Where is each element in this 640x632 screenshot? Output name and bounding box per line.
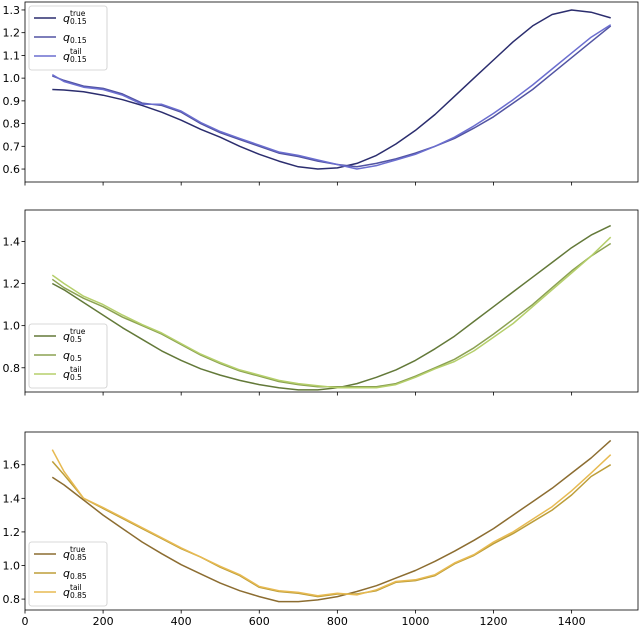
- subplot-2: 0.8 1.0 1.2 1.4 q0.5true q0.5 q0.5tail: [3, 209, 639, 396]
- legend-label: q0.85true: [63, 545, 87, 562]
- y-tick-label: 1.0: [3, 320, 21, 333]
- legend-box: [28, 541, 108, 607]
- y-tick-label: 1.0: [3, 72, 21, 85]
- y-tick-label: 1.2: [3, 526, 21, 539]
- legend-box: [28, 323, 108, 389]
- y-tick-label: 0.8: [3, 593, 21, 606]
- x-tick-label: 1000: [401, 615, 429, 628]
- y-tick-label: 1.2: [3, 278, 21, 291]
- x-tick-label: 200: [93, 615, 114, 628]
- legend-label: q0.15true: [63, 9, 87, 26]
- legend-label: q0.5true: [63, 327, 86, 344]
- legend-box: [28, 5, 108, 71]
- series-line-q_tail_0.85: [51, 449, 612, 597]
- series-line-q_0.5: [51, 242, 612, 388]
- x-tick-label: 1400: [558, 615, 586, 628]
- y-tick-label: 1.3: [3, 4, 21, 17]
- y-tick-label: 1.0: [3, 560, 21, 573]
- series-line-q_0.15: [52, 25, 612, 168]
- legend-label: q0.85tail: [63, 583, 87, 600]
- series-line-q_0.85: [51, 460, 612, 598]
- x-tick-label: 400: [171, 615, 192, 628]
- y-tick-label: 0.8: [3, 362, 21, 375]
- legend-label: q0.85: [63, 567, 87, 581]
- subplot-3: 0.8 1.0 1.2 1.4 1.6 0 200 400 600 800 1000 1200 1400…: [3, 431, 639, 628]
- x-tick-label: 1200: [480, 615, 508, 628]
- series-line-q_true_0.5: [51, 224, 612, 391]
- subplot-1: 0.60.70.80.91.01.11.21.3q0.15trueq0.15q0…: [3, 1, 639, 186]
- y-tick-label: 0.9: [3, 95, 21, 108]
- series-line-q_tail_0.5: [51, 236, 612, 389]
- x-tick-label: 600: [249, 615, 270, 628]
- x-tick-label: 0: [22, 615, 29, 628]
- y-tick-label: 1.2: [3, 27, 21, 40]
- axes-frame: [24, 431, 639, 611]
- series-line-q_tail_0.15: [51, 24, 612, 170]
- y-tick-label: 1.4: [3, 235, 21, 248]
- y-tick-label: 1.4: [3, 492, 21, 505]
- series-line-q_true_0.15: [52, 9, 611, 170]
- legend: q0.15true q0.15 q0.15tail: [28, 5, 108, 71]
- y-tick-label: 0.6: [3, 163, 21, 176]
- y-tick-label: 0.8: [3, 118, 21, 131]
- axes-frame: [24, 1, 639, 183]
- y-tick-label: 1.6: [3, 459, 21, 472]
- y-tick-label: 1.1: [3, 49, 21, 62]
- y-tick-label: 0.7: [3, 140, 21, 153]
- series-line-q_true_0.85: [51, 439, 612, 603]
- x-tick-label: 800: [327, 615, 348, 628]
- legend: q0.5true q0.5 q0.5tail: [28, 323, 108, 389]
- legend-label: q0.5: [63, 349, 82, 363]
- legend: q0.85true q0.85 q0.85tail: [28, 541, 108, 607]
- legend-label: q0.15tail: [63, 47, 87, 64]
- axes-frame: [24, 209, 639, 393]
- legend-label: q0.15: [63, 31, 87, 45]
- legend-label: q0.5tail: [63, 365, 82, 382]
